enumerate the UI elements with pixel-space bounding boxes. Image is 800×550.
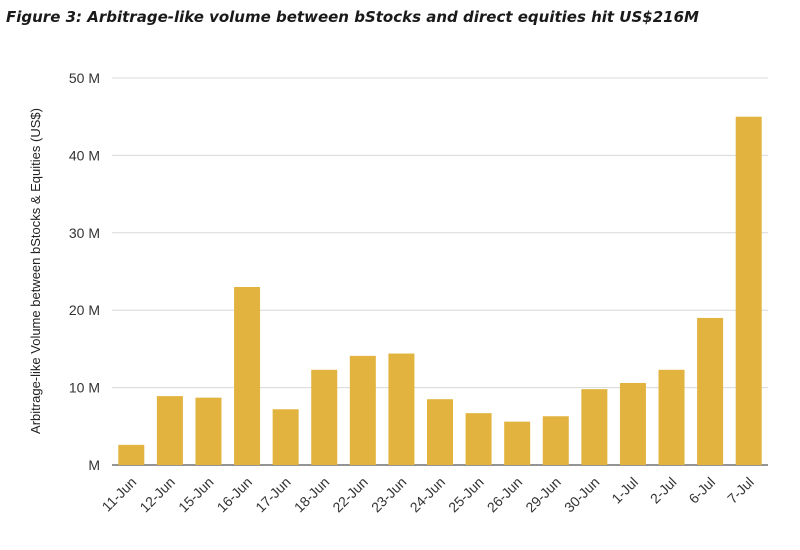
x-tick-label: 18-Jun: [291, 474, 333, 516]
x-tick-label: 16-Jun: [214, 474, 256, 516]
x-tick-label: 7-Jul: [724, 474, 757, 507]
y-axis-ticks: M 10 M 20 M 30 M 40 M 50 M: [69, 70, 100, 473]
bar-29-Jun: [542, 416, 569, 465]
y-tick-label: 30 M: [69, 225, 100, 241]
x-tick-label: 30-Jun: [561, 474, 603, 516]
bar-16-Jun: [234, 286, 261, 465]
x-tick-label: 24-Jun: [407, 474, 449, 516]
x-axis-ticks: 11-Jun12-Jun15-Jun16-Jun17-Jun18-Jun22-J…: [99, 474, 757, 516]
bar-1-Jul: [619, 382, 646, 465]
y-tick-label: 10 M: [69, 380, 100, 396]
bar-17-Jun: [272, 409, 299, 465]
bar-2-Jul: [658, 369, 685, 465]
bar-30-Jun: [581, 389, 608, 465]
x-tick-label: 2-Jul: [647, 474, 680, 507]
x-tick-label: 29-Jun: [522, 474, 564, 516]
bar-18-Jun: [311, 369, 338, 465]
bar-24-Jun: [427, 399, 453, 465]
bar-7-Jul: [735, 116, 762, 465]
x-tick-label: 12-Jun: [136, 474, 178, 516]
bar-25-Jun: [465, 413, 492, 465]
y-tick-label: 40 M: [69, 147, 100, 163]
x-tick-label: 15-Jun: [175, 474, 217, 516]
y-tick-label: M: [88, 457, 100, 473]
chart-title: Figure 3: Arbitrage-like volume between …: [6, 8, 699, 26]
bar-22-Jun: [349, 355, 376, 465]
x-tick-label: 6-Jul: [685, 474, 718, 507]
x-tick-label: 23-Jun: [368, 474, 410, 516]
bar-26-Jun: [504, 421, 531, 465]
bar-23-Jun: [388, 353, 415, 465]
bars: [118, 116, 762, 465]
bar-12-Jun: [156, 396, 183, 465]
y-tick-label: 20 M: [69, 302, 100, 318]
y-tick-label: 50 M: [69, 70, 100, 86]
x-tick-label: 25-Jun: [445, 474, 487, 516]
bar-15-Jun: [195, 397, 222, 465]
x-tick-label: 17-Jun: [252, 474, 294, 516]
x-tick-label: 11-Jun: [99, 474, 140, 515]
y-axis-label: Arbitrage-like Volume between bStocks & …: [28, 108, 43, 434]
x-tick-label: 1-Jul: [608, 474, 641, 507]
x-tick-label: 26-Jun: [484, 474, 526, 516]
bar-11-Jun: [118, 444, 145, 465]
x-tick-label: 22-Jun: [329, 474, 371, 516]
bar-6-Jul: [697, 317, 724, 465]
